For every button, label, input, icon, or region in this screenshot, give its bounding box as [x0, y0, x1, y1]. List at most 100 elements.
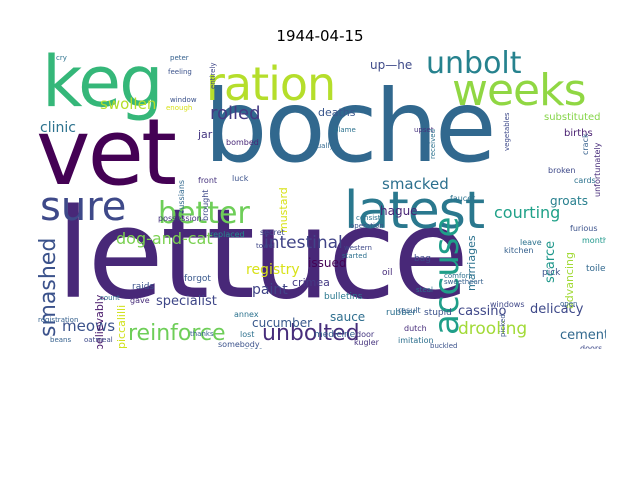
word: vegetables: [503, 112, 511, 151]
word: registry: [246, 262, 300, 278]
word: births: [564, 128, 593, 139]
word: drooling: [458, 319, 528, 339]
word: meows: [62, 317, 116, 335]
word: western: [344, 244, 372, 252]
word: bag: [414, 254, 431, 264]
word: deaths: [318, 106, 356, 119]
word: vet: [36, 99, 177, 206]
word: pick: [542, 268, 561, 278]
word: smacked: [382, 175, 449, 193]
word: piccalilli: [115, 304, 128, 349]
word: keg: [42, 47, 164, 123]
word: kugler: [354, 338, 379, 347]
word: peter: [170, 54, 189, 62]
word: oatmeal: [84, 336, 113, 344]
word: rubber: [386, 308, 417, 318]
word: courting: [494, 203, 561, 222]
word: towel: [256, 242, 276, 250]
word: broken: [548, 166, 576, 175]
word: entirely: [209, 62, 217, 89]
word: unbolt: [426, 47, 522, 81]
word: unbolted: [262, 321, 360, 346]
word: substituted: [544, 112, 601, 123]
word: reinforce: [128, 321, 226, 346]
word: crimea: [292, 276, 330, 289]
word: up—he: [370, 58, 413, 72]
word: raids: [132, 282, 155, 292]
word: kitchen: [504, 246, 534, 255]
word: weeks: [452, 65, 587, 116]
word: faucet: [450, 194, 476, 203]
word: somebody: [218, 340, 260, 349]
word: luck: [232, 174, 249, 183]
word: consist: [356, 214, 381, 222]
word: gave: [130, 296, 150, 305]
word: specialist: [156, 294, 217, 309]
word: better: [158, 196, 250, 231]
word: equally: [308, 142, 334, 150]
word: enough: [166, 104, 193, 112]
word: registration: [38, 316, 79, 324]
word: cassino: [458, 304, 507, 319]
word: toilet: [586, 264, 606, 274]
word: upset: [414, 126, 434, 134]
word: russians: [177, 179, 186, 213]
word: window: [170, 96, 197, 104]
word: sweetheart: [444, 278, 484, 286]
word: crack: [581, 133, 590, 155]
word: latest: [344, 181, 485, 241]
word: lettuce: [56, 183, 469, 327]
word: furious: [570, 224, 598, 233]
word: started: [342, 252, 368, 260]
word: result: [398, 306, 421, 315]
word: dog-and-cat: [116, 229, 213, 248]
word: stupid: [424, 308, 452, 318]
word: leave: [520, 238, 542, 247]
word: medicine: [314, 330, 356, 340]
word: forgot: [184, 274, 211, 284]
word: clinic: [40, 120, 76, 136]
word: cucumber: [252, 316, 313, 330]
word: replaced: [210, 230, 245, 239]
word: secret: [260, 228, 285, 237]
word: oil: [382, 268, 393, 278]
word: delicacy: [530, 302, 584, 317]
word: issued: [308, 256, 347, 270]
word: bombed: [226, 138, 259, 147]
word: cement: [560, 328, 606, 343]
word: buckled: [430, 342, 458, 350]
word: beans: [50, 336, 72, 344]
word: mustard: [277, 187, 290, 233]
word: bulletins: [324, 292, 363, 302]
word: front: [198, 176, 218, 185]
word: month: [582, 236, 606, 245]
word-cloud: lettuce boche vet keg latest ration week…: [34, 47, 606, 349]
word: intestinal: [264, 233, 343, 253]
word: operation: [350, 222, 384, 230]
word: received: [429, 128, 437, 159]
word: rolled: [210, 103, 261, 124]
word: brought: [201, 189, 210, 221]
word: cry: [56, 54, 67, 62]
word: windows: [490, 300, 525, 309]
word: sure: [40, 184, 127, 230]
word: blame: [334, 126, 356, 134]
word: doors: [580, 344, 603, 350]
word: count: [100, 294, 120, 302]
word: open: [560, 300, 578, 308]
word: paint: [252, 282, 288, 298]
word: cards: [574, 176, 596, 185]
word: groats: [550, 194, 588, 208]
word: annex: [234, 310, 259, 319]
word: comfort: [444, 272, 472, 280]
word: nose: [244, 347, 263, 350]
word: steal: [416, 286, 433, 294]
word: possession: [158, 214, 202, 223]
word: picked: [499, 314, 507, 337]
word: dutch: [404, 324, 427, 333]
word: feeling: [168, 68, 192, 76]
word: door: [356, 330, 375, 339]
word: ration: [206, 57, 336, 111]
word: boche: [204, 68, 497, 185]
chart-title: 1944-04-15: [276, 27, 364, 45]
